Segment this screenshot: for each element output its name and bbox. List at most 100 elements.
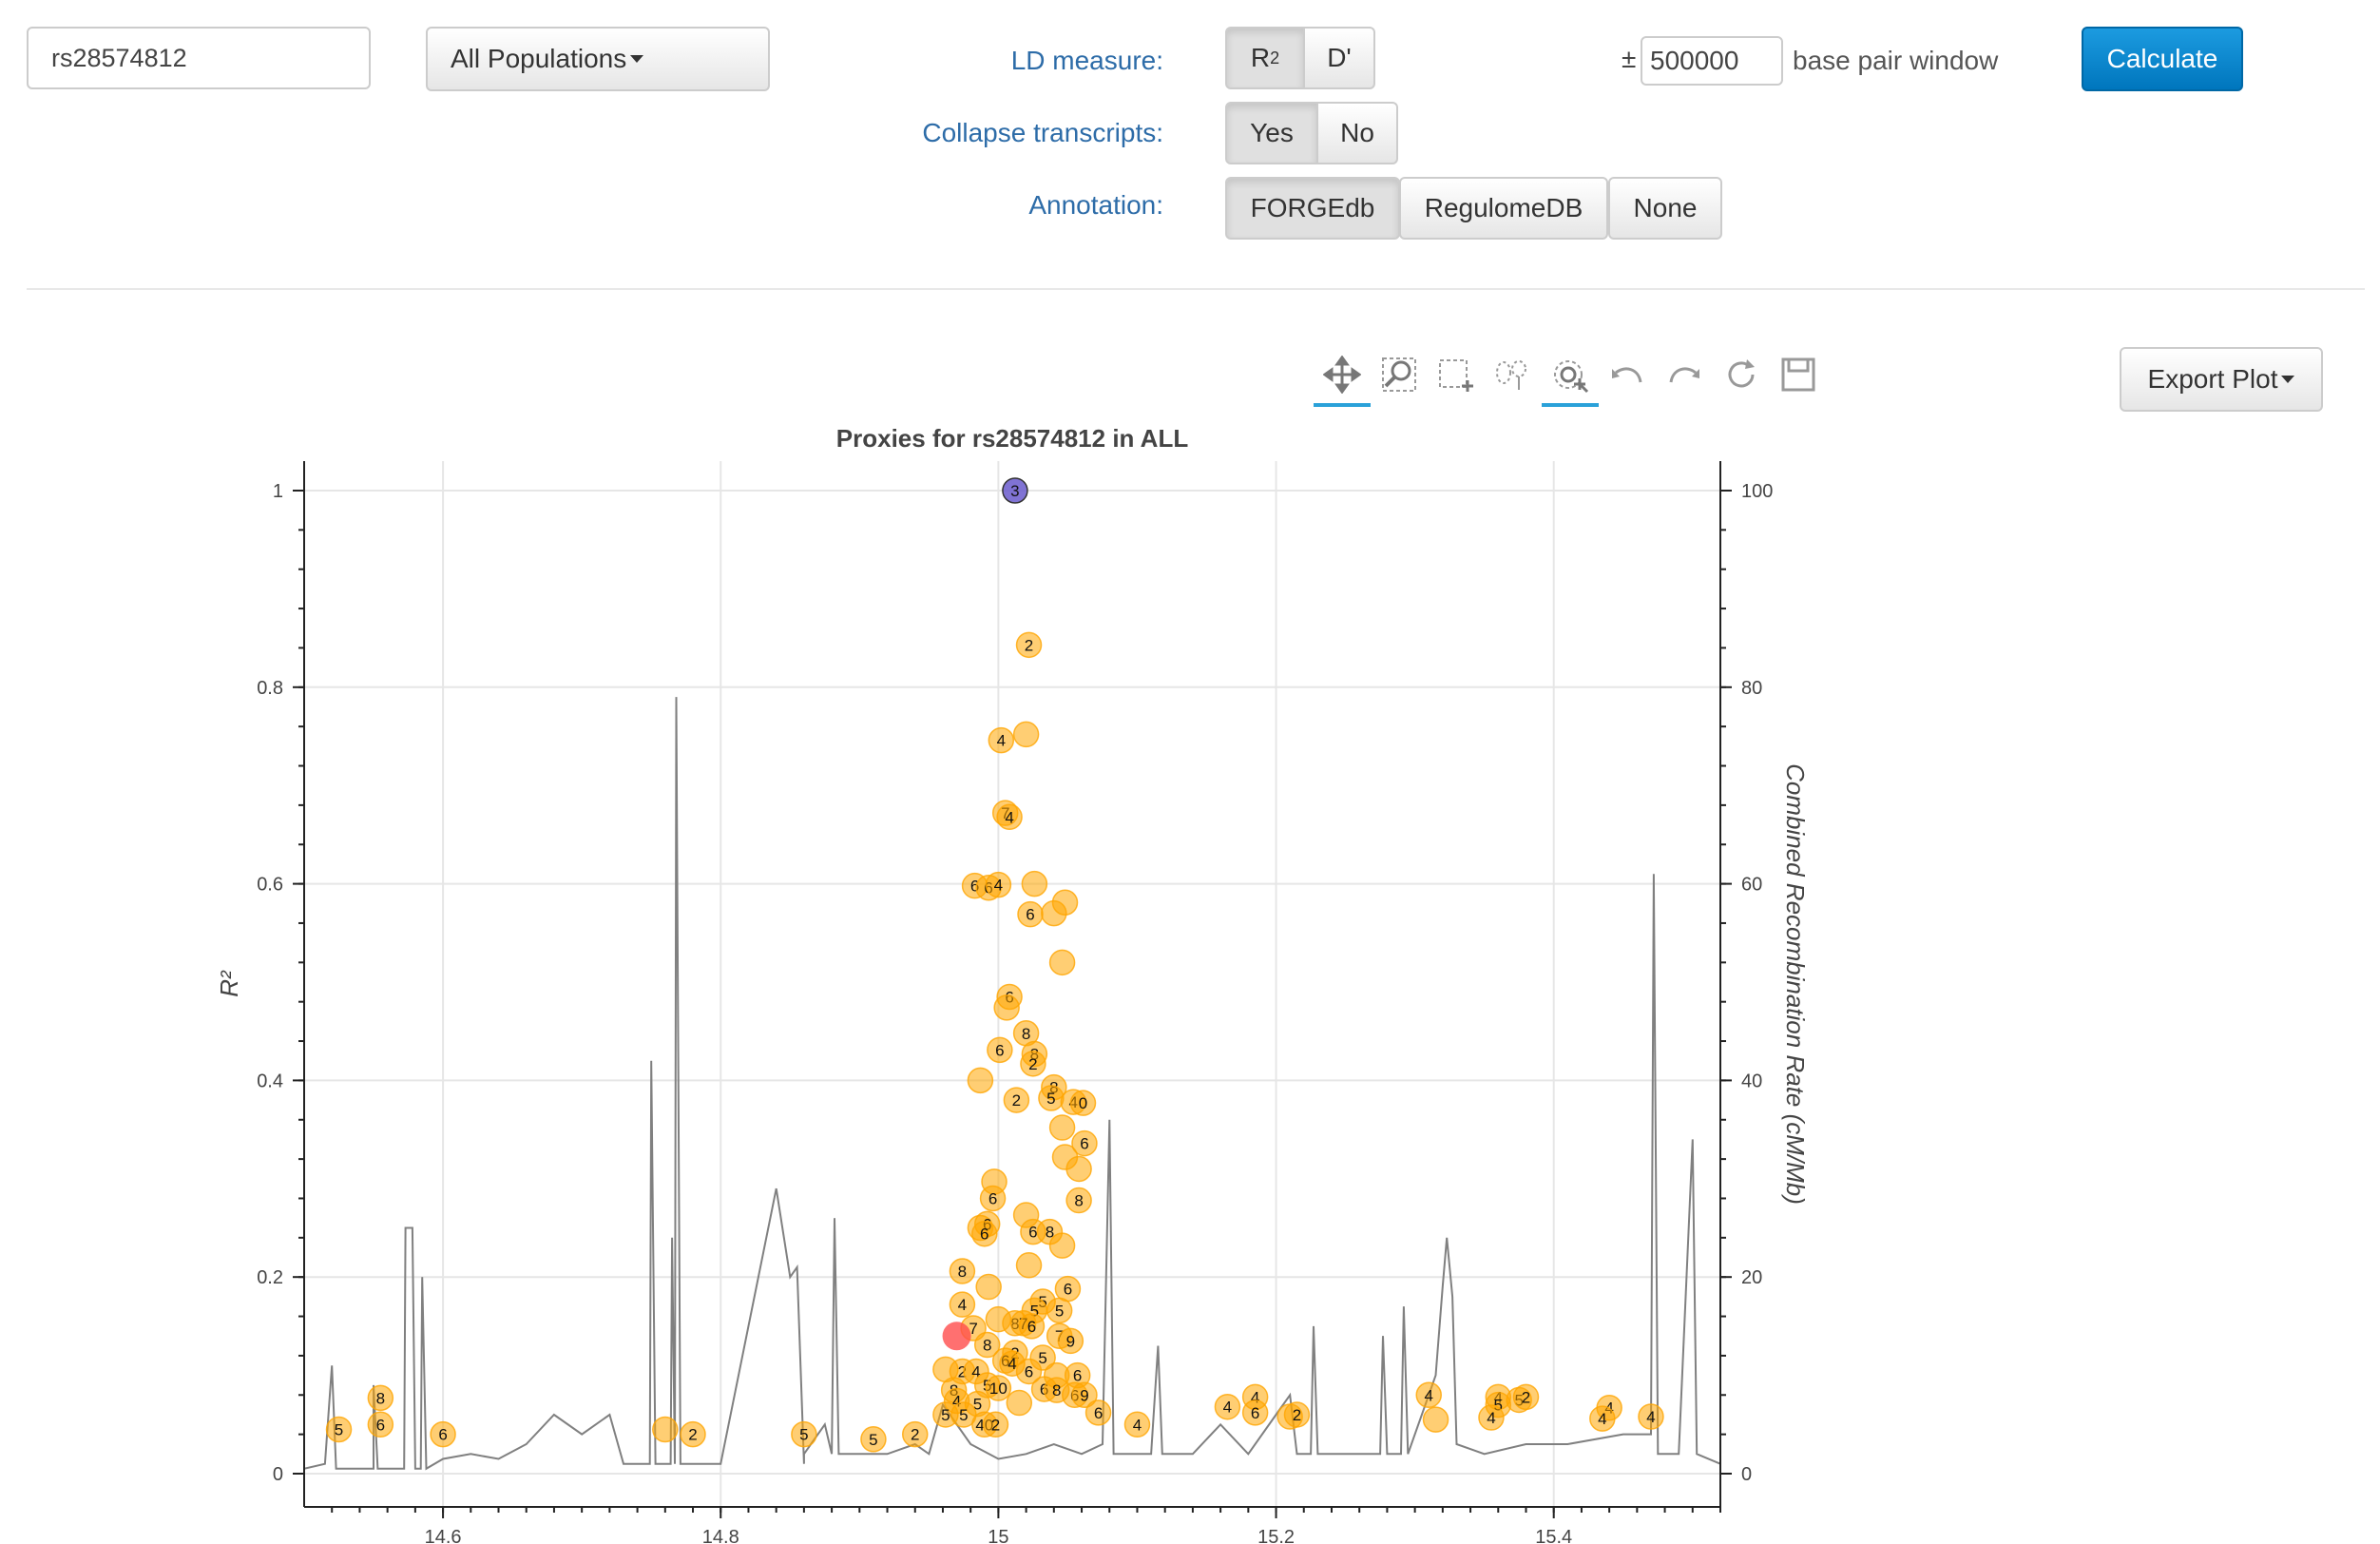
collapse-label: Collapse transcripts: [922,118,1163,147]
collapse-no-button[interactable]: No [1316,102,1398,164]
proxy-point-label: 5 [1055,1302,1064,1320]
proxy-point [1512,1383,1540,1411]
proxy-point-label: 5 [1038,1349,1046,1367]
recombination-line [304,697,1720,1471]
annotation-forgedb-button[interactable]: FORGEdb [1225,177,1400,240]
box-zoom-icon[interactable] [1378,354,1420,396]
forgedb-label: FORGEdb [1250,193,1375,222]
y-tick-label: 0.2 [257,1267,283,1288]
proxy-point-label: 4 [1425,1386,1433,1404]
proxy-point [1020,1051,1046,1077]
proxy-point [993,994,1020,1021]
box-select-icon[interactable] [1435,354,1477,396]
calculate-label: Calculate [2106,44,2218,73]
proxy-point [1048,949,1076,976]
proxy-point [1057,1327,1084,1355]
proxy-point [901,1420,929,1448]
proxy-point-label: 8 [1052,1381,1061,1399]
annotation-regulomedb-button[interactable]: RegulomeDB [1399,177,1608,240]
y-tick-label: 0.8 [257,678,283,699]
query-point-label: 3 [1010,482,1019,500]
proxy-point [1065,1155,1092,1183]
proxy-point-label: 4 [958,1296,967,1314]
proxy-point [988,726,1015,754]
proxy-point [430,1420,456,1448]
save-icon[interactable] [1777,354,1819,396]
snp-input[interactable] [27,27,371,89]
proxy-point-label: 5 [941,1406,950,1424]
proxy-point-label: 2 [1012,1091,1021,1110]
proxy-point-label: 5 [973,1396,982,1414]
population-label: All Populations [451,44,627,73]
proxy-point [1214,1393,1241,1420]
proxy-point [996,803,1023,831]
proxy-point [1071,1381,1098,1409]
y-tick-label: 0 [273,1464,283,1485]
annotation-none-button[interactable]: None [1608,177,1722,240]
y2-axis-label: Combined Recombination Rate (cM/Mb) [1781,763,1810,1205]
collapse-yes-button[interactable]: Yes [1225,102,1318,164]
y-tick-label: 0.6 [257,875,283,896]
proxy-point-label: 6 [376,1416,385,1434]
proxy-point-label: 5 [799,1426,808,1444]
proxy-point-label: 5 [1494,1397,1503,1415]
dprime-button[interactable]: D' [1303,27,1375,89]
proxy-point-label: 2 [958,1362,967,1380]
proxy-point-label: 2 [688,1426,697,1444]
proxy-point-label: 5 [1030,1302,1039,1320]
proxy-point-label: 6 [995,1041,1004,1059]
y2-tick-label: 60 [1741,875,1762,896]
proxy-point-label: 4 [1646,1408,1655,1426]
lasso-select-icon[interactable] [1492,354,1534,396]
proxy-point [975,1273,1002,1301]
y2-tick-label: 20 [1741,1267,1762,1288]
proxy-point-label: 4 [952,1392,961,1410]
proxy-point-label: 8 [1074,1192,1083,1210]
proxy-point-label: 6 [1080,1135,1088,1153]
proxy-point [680,1420,706,1448]
proxy-point-label: 4 [1223,1399,1232,1417]
proxy-point [1006,1389,1033,1417]
proxy-point-label: 8 [1046,1224,1054,1242]
proxy-point-label: 10 [989,1380,1008,1398]
population-dropdown[interactable]: All Populations [426,27,770,91]
proxy-point-label: 4 [1133,1416,1142,1434]
proxy-point-label: 6 [988,1189,997,1207]
calculate-button[interactable]: Calculate [2082,27,2243,91]
none-label: None [1633,193,1698,222]
plus-minus-label: ± [1622,44,1637,73]
proxy-point [1589,1405,1616,1432]
proxy-point-label: 6 [1251,1404,1259,1422]
y-tick-label: 0.4 [257,1071,283,1091]
proxy-point [985,871,1012,898]
r2-sup: 2 [1270,48,1280,68]
proxy-point [985,1375,1012,1401]
wheel-zoom-icon[interactable] [1542,354,1599,407]
proxy-point [949,1291,976,1318]
section-divider [27,288,2365,290]
reset-icon[interactable] [1720,354,1762,396]
proxy-point-label: 8 [958,1263,967,1281]
proxy-point [1241,1399,1269,1426]
proxy-point [1069,1090,1097,1116]
proxy-point-label: 8 [376,1389,385,1407]
window-input[interactable] [1641,36,1783,86]
proxy-point [973,1331,1001,1359]
proxy-point [1003,1087,1030,1113]
pan-icon[interactable] [1314,354,1371,407]
no-label: No [1340,118,1374,147]
proxy-point-label: 2 [1293,1406,1301,1424]
proxy-point [1048,1232,1076,1259]
proxy-point [1046,1297,1073,1324]
proxy-point [979,1185,1007,1212]
export-plot-button[interactable]: Export Plot [2120,347,2323,412]
proxy-point-label: 4 [971,1362,980,1380]
redo-icon[interactable] [1663,354,1705,396]
proxy-point [1065,1187,1092,1214]
proxy-point-label: 4 [1487,1409,1495,1427]
x-tick-label: 15 [988,1527,1008,1544]
proxy-point-label: 5 [959,1406,968,1424]
proxy-point [1478,1404,1505,1431]
proxy-point-label: 9 [1066,1332,1075,1350]
undo-icon[interactable] [1606,354,1648,396]
